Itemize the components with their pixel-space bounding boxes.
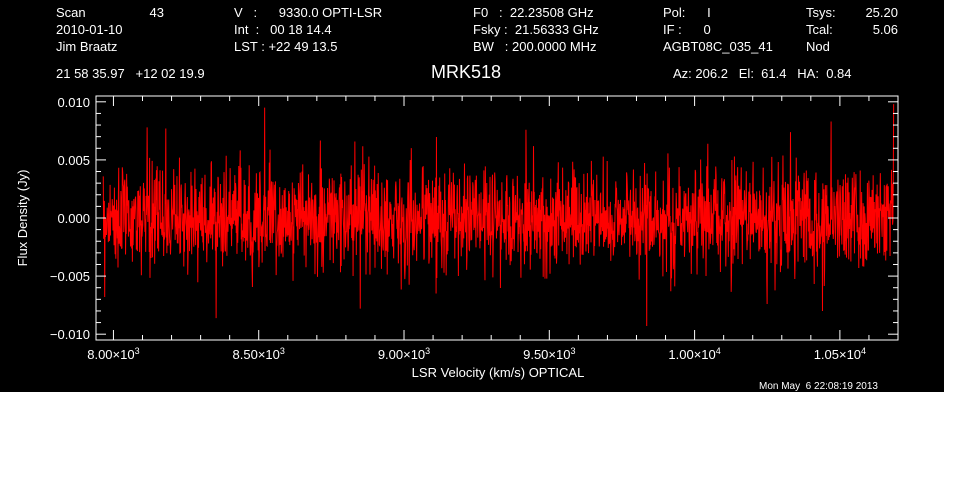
series-layer bbox=[102, 104, 895, 327]
integration-time: Int : 00 18 14.4 bbox=[234, 22, 332, 37]
tsys-value: 25.20 bbox=[865, 5, 898, 20]
rest-frequency: F0 : 22.23508 GHz bbox=[473, 5, 594, 20]
x-tick-label-mantissa: 9.50×10 bbox=[523, 347, 570, 362]
x-tick-label-mantissa: 1.05×10 bbox=[814, 347, 861, 362]
project-id: AGBT08C_035_41 bbox=[663, 39, 773, 54]
tcal-label: Tcal: bbox=[806, 22, 833, 37]
tsys-label: Tsys: bbox=[806, 5, 836, 20]
az-el-ha: Az: 206.2 El: 61.4 HA: 0.84 bbox=[673, 66, 852, 81]
x-tick-label: 9.50×103 bbox=[523, 346, 575, 362]
x-tick-label: 8.50×103 bbox=[233, 346, 285, 362]
source-coordinates: 21 58 35.97 +12 02 19.9 bbox=[56, 66, 205, 81]
x-tick-label-exponent: 3 bbox=[570, 346, 575, 356]
x-tick-label-exponent: 3 bbox=[280, 346, 285, 356]
y-axis-label: Flux Density (Jy) bbox=[15, 170, 30, 267]
x-tick-label-exponent: 3 bbox=[425, 346, 430, 356]
lst-value: LST : +22 49 13.5 bbox=[234, 39, 338, 54]
footer-timestamp: Mon May 6 22:08:19 2013 bbox=[759, 381, 878, 392]
x-tick-label: 1.05×104 bbox=[814, 346, 866, 362]
velocity-value: V : 9330.0 OPTI-LSR bbox=[234, 5, 383, 20]
scan-number: 43 bbox=[149, 5, 164, 20]
y-tick-label: −0.010 bbox=[50, 327, 90, 342]
x-tick-label-mantissa: 1.00×10 bbox=[668, 347, 715, 362]
tcal-value: 5.06 bbox=[872, 22, 898, 37]
x-axis-label: LSR Velocity (km/s) OPTICAL bbox=[412, 365, 585, 380]
x-tick-label: 8.00×103 bbox=[87, 346, 139, 362]
source-name: MRK518 bbox=[431, 62, 502, 82]
y-tick-label: 0.005 bbox=[57, 153, 90, 168]
x-tick-label-mantissa: 8.00×10 bbox=[87, 347, 134, 362]
plot-panel: Scan 43 2010-01-10 Jim Braatz V : 9330.0… bbox=[0, 0, 944, 392]
procedure-name: Nod bbox=[806, 39, 830, 54]
x-tick-label-exponent: 4 bbox=[861, 346, 866, 356]
x-tick-label: 9.00×103 bbox=[378, 346, 430, 362]
obs-date: 2010-01-10 bbox=[56, 22, 123, 37]
polarization: Pol: I bbox=[663, 5, 711, 20]
observer-name: Jim Braatz bbox=[56, 39, 118, 54]
y-tick-label: 0.010 bbox=[57, 95, 90, 110]
x-tick-label-mantissa: 8.50×10 bbox=[233, 347, 280, 362]
y-tick-label: −0.005 bbox=[50, 269, 90, 284]
x-tick-label-exponent: 4 bbox=[716, 346, 721, 356]
spectrum-line bbox=[102, 104, 895, 327]
scan-label: Scan bbox=[56, 5, 86, 20]
x-tick-label-exponent: 3 bbox=[135, 346, 140, 356]
x-tick-label: 1.00×104 bbox=[668, 346, 720, 362]
bandwidth: BW : 200.0000 MHz bbox=[473, 39, 597, 54]
if-number: IF : 0 bbox=[663, 22, 711, 37]
y-tick-label: 0.000 bbox=[57, 211, 90, 226]
sky-frequency: Fsky : 21.56333 GHz bbox=[473, 22, 599, 37]
x-tick-label-mantissa: 9.00×10 bbox=[378, 347, 425, 362]
